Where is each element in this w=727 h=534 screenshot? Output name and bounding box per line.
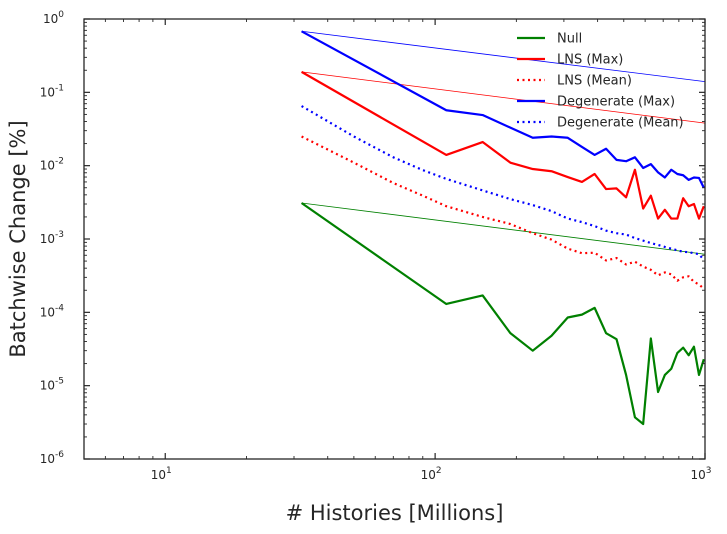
series-line-1	[301, 70, 705, 220]
y-axis-title: Batchwise Change [%]	[6, 120, 30, 357]
x-tick-label: 103	[690, 466, 711, 482]
x-tick-label: 102	[421, 466, 442, 482]
legend-label: LNS (Max)	[557, 53, 623, 68]
y-tick-label: 10-2	[40, 157, 64, 173]
y-tick-label: 10-4	[40, 303, 65, 319]
data-series	[300, 30, 705, 426]
y-tick-label: 10-6	[40, 450, 65, 466]
y-tick-label: 10-3	[40, 230, 64, 246]
x-tick-label: 101	[151, 466, 172, 482]
series-line-4	[301, 105, 705, 261]
series-line-0	[300, 202, 705, 426]
axis-ticks: 101 102 103 10-6 10-5 10-4 10-3 10-2 10-1 100	[40, 10, 712, 482]
reference-line-1	[301, 71, 706, 124]
legend-label: Degenerate (Mean)	[557, 116, 684, 131]
legend-label: Degenerate (Max)	[557, 95, 675, 110]
y-tick-label: 10-5	[40, 377, 64, 393]
series-line-2	[301, 135, 705, 290]
reference-line-0	[301, 202, 706, 255]
series-line-3	[301, 30, 705, 189]
reference-lines	[301, 30, 706, 255]
x-axis-title: # Histories [Millions]	[286, 501, 504, 525]
plot-background	[84, 19, 705, 459]
legend-label: LNS (Mean)	[557, 74, 632, 89]
legend-label: Null	[557, 32, 582, 47]
reference-line-2	[301, 30, 706, 83]
y-tick-label: 10-1	[40, 83, 64, 99]
legend: Null LNS (Max) LNS (Mean) Degenerate (Max) D…	[517, 32, 684, 131]
y-tick-label: 100	[43, 10, 64, 26]
